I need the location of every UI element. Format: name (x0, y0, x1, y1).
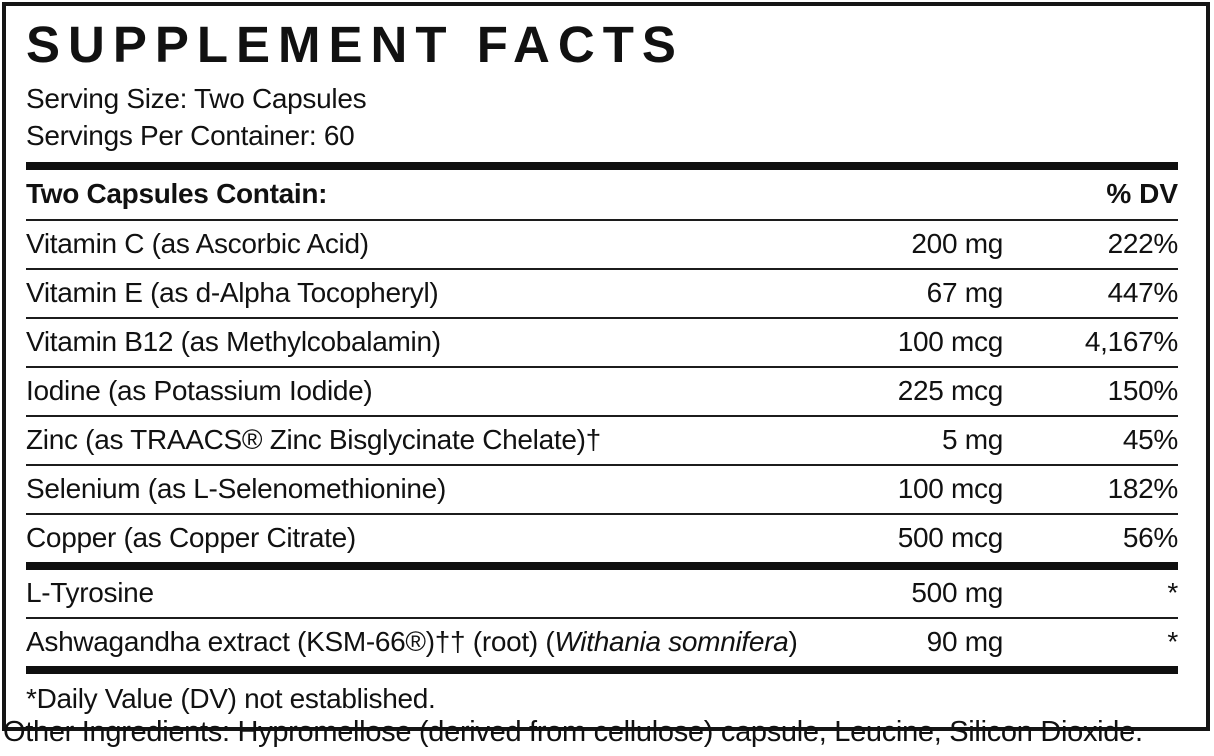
row-divider (26, 463, 1178, 466)
nutrient-dv: 56% (1122, 521, 1178, 553)
row-divider (26, 616, 1178, 619)
row-divider (26, 267, 1178, 270)
nutrient-row-selenium: Selenium (as L-Selenomethionine) 100 mcg… (26, 466, 1178, 513)
row-divider (26, 414, 1178, 417)
nutrient-name-suffix: ) (788, 625, 798, 657)
nutrient-amount: 500 mg (911, 576, 1003, 608)
active-row-ashwagandha: Ashwagandha extract (KSM-66®)†† (root) (… (26, 619, 1178, 666)
daily-value-footnote: *Daily Value (DV) not established. (26, 682, 436, 714)
row-divider (26, 365, 1178, 368)
nutrient-amount: 90 mg (926, 625, 1004, 657)
row-divider (26, 218, 1178, 221)
table-header-dv: % DV (1106, 177, 1178, 209)
nutrient-amount: 100 mcg (897, 325, 1004, 357)
nutrient-row-vitamin-e: Vitamin E (as d-Alpha Tocopheryl) 67 mg … (26, 270, 1178, 317)
separator-bar-middle (26, 561, 1178, 570)
nutrient-amount: 500 mcg (897, 521, 1004, 553)
nutrient-row-copper: Copper (as Copper Citrate) 500 mcg 56% (26, 515, 1178, 562)
nutrient-dv: 447% (1107, 276, 1179, 308)
nutrient-name: Copper (as Copper Citrate) (26, 521, 356, 553)
nutrient-row-vitamin-b12: Vitamin B12 (as Methylcobalamin) 100 mcg… (26, 319, 1178, 366)
nutrient-amount: 5 mg (941, 423, 1003, 455)
nutrient-dv: 45% (1122, 423, 1178, 455)
nutrient-name: Vitamin B12 (as Methylcobalamin) (26, 325, 441, 357)
nutrient-name-prefix: Ashwagandha extract (KSM-66®)†† (root) ( (26, 625, 555, 657)
nutrient-amount: 67 mg (926, 276, 1004, 308)
nutrient-amount: 200 mg (911, 227, 1003, 259)
nutrient-name: Selenium (as L-Selenomethionine) (26, 472, 446, 504)
nutrient-name: L-Tyrosine (26, 576, 154, 608)
other-ingredients: Other Ingredients: Hypromellose (derived… (3, 716, 1143, 748)
nutrient-name: Zinc (as TRAACS® Zinc Bisglycinate Chela… (26, 423, 601, 455)
separator-bar-bottom (26, 665, 1178, 674)
nutrient-dv: * (1167, 576, 1178, 608)
active-row-l-tyrosine: L-Tyrosine 500 mg * (26, 570, 1178, 617)
nutrient-amount: 100 mcg (897, 472, 1004, 504)
nutrient-dv: * (1167, 625, 1178, 657)
table-header-contains: Two Capsules Contain: (26, 177, 328, 209)
nutrient-amount: 225 mcg (897, 374, 1004, 406)
nutrient-dv: 222% (1107, 227, 1179, 259)
row-divider (26, 316, 1178, 319)
nutrient-dv: 150% (1107, 374, 1179, 406)
nutrient-row-zinc: Zinc (as TRAACS® Zinc Bisglycinate Chela… (26, 417, 1178, 464)
nutrient-dv: 4,167% (1084, 325, 1178, 357)
nutrient-name: Vitamin E (as d-Alpha Tocopheryl) (26, 276, 439, 308)
serving-size: Serving Size: Two Capsules (26, 82, 367, 114)
nutrient-dv: 182% (1107, 472, 1179, 504)
page-title: SUPPLEMENT FACTS (26, 16, 684, 73)
nutrient-name: Ashwagandha extract (KSM-66®)†† (root) (… (26, 626, 838, 657)
separator-bar-top (26, 161, 1178, 170)
nutrient-name-latin: Withania somnifera (554, 625, 789, 657)
nutrient-name: Iodine (as Potassium Iodide) (26, 374, 373, 406)
supplement-facts-panel: SUPPLEMENT FACTS Serving Size: Two Capsu… (2, 2, 1210, 731)
table-header-row: Two Capsules Contain: % DV (26, 170, 1178, 219)
nutrient-row-iodine: Iodine (as Potassium Iodide) 225 mcg 150… (26, 368, 1178, 415)
nutrient-row-vitamin-c: Vitamin C (as Ascorbic Acid) 200 mg 222% (26, 221, 1178, 268)
servings-per-container: Servings Per Container: 60 (26, 119, 355, 151)
nutrient-name: Vitamin C (as Ascorbic Acid) (26, 227, 369, 259)
row-divider (26, 512, 1178, 515)
